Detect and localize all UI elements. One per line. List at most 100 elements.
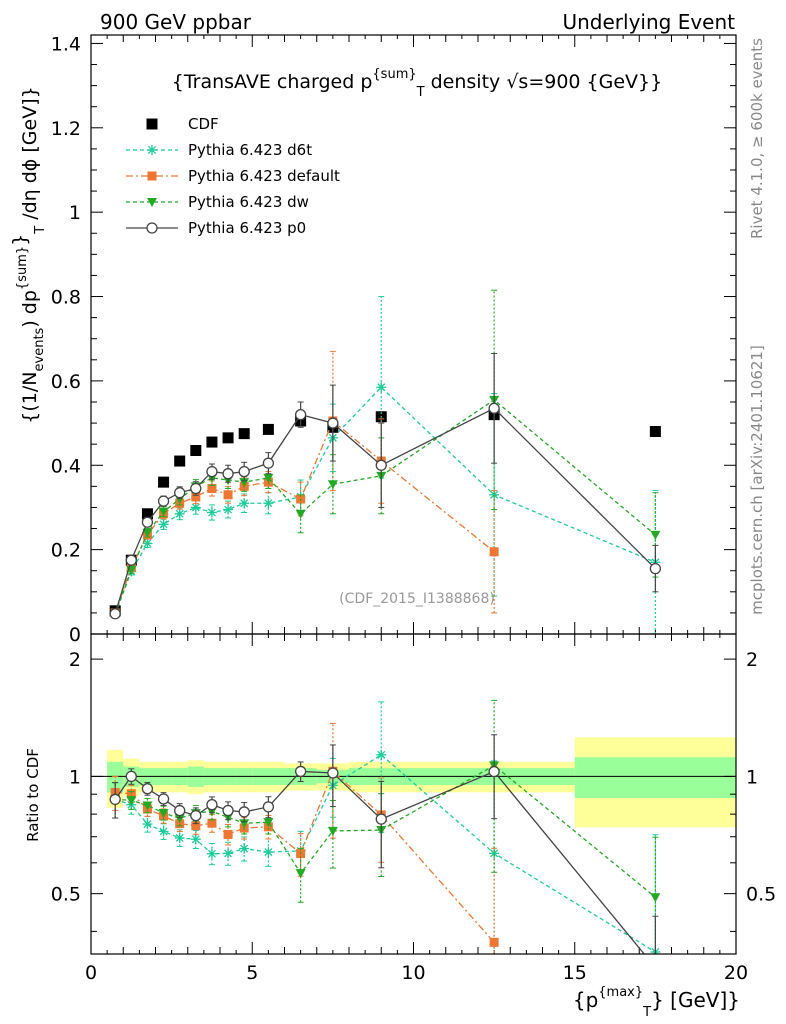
x-tick-label: 5 bbox=[246, 962, 258, 984]
data-point bbox=[158, 808, 169, 818]
data-point bbox=[488, 765, 500, 778]
data-point bbox=[376, 749, 387, 760]
legend-label: CDF bbox=[188, 115, 219, 133]
data-point bbox=[489, 489, 500, 500]
data-point bbox=[206, 798, 218, 811]
data-point bbox=[190, 445, 202, 457]
data-point bbox=[649, 426, 661, 438]
star-stroke bbox=[264, 499, 273, 508]
star-stroke bbox=[175, 833, 184, 842]
star-stroke bbox=[191, 835, 200, 844]
star-stroke bbox=[224, 849, 233, 858]
x-tick-label: 10 bbox=[401, 962, 425, 984]
data-point bbox=[223, 848, 234, 859]
data-point bbox=[158, 826, 169, 837]
star-stroke bbox=[224, 505, 233, 514]
data-point bbox=[141, 783, 154, 795]
data-point bbox=[190, 502, 201, 513]
data-point bbox=[125, 554, 137, 566]
y-tick-label: 0.2 bbox=[51, 540, 81, 562]
data-point bbox=[147, 145, 157, 155]
legend-label: Pythia 6.423 p0 bbox=[188, 219, 306, 237]
data-point bbox=[262, 801, 275, 813]
data-point bbox=[263, 818, 274, 828]
star-stroke bbox=[377, 383, 386, 392]
series-0 bbox=[109, 409, 661, 617]
data-point bbox=[207, 818, 217, 828]
star-stroke bbox=[159, 827, 168, 836]
y-tick-label: 1 bbox=[69, 202, 81, 224]
star-stroke bbox=[148, 146, 156, 154]
ratio-y-tick-label-right: 0.5 bbox=[746, 884, 776, 906]
star-stroke bbox=[264, 848, 273, 857]
data-point bbox=[222, 468, 234, 480]
data-point bbox=[294, 765, 307, 778]
data-point bbox=[262, 423, 274, 435]
data-point bbox=[239, 498, 250, 509]
x-axis-label: {p{max}T} [GeV]} bbox=[573, 985, 740, 1020]
data-point bbox=[157, 495, 170, 507]
data-point bbox=[263, 498, 274, 509]
data-point bbox=[206, 436, 218, 448]
star-stroke bbox=[191, 503, 200, 512]
data-point bbox=[327, 480, 338, 490]
star-stroke bbox=[377, 750, 386, 759]
data-point bbox=[126, 789, 136, 799]
main-series-layer bbox=[109, 289, 662, 635]
data-point bbox=[649, 562, 662, 575]
data-point bbox=[294, 408, 307, 421]
ratio-y-tick-label-right: 1 bbox=[746, 766, 758, 788]
data-point bbox=[126, 796, 137, 806]
ratio-axis-ticks: 0.5 0.51 12 20 5 10 15 20 bbox=[51, 634, 776, 984]
data-point bbox=[158, 519, 169, 530]
legend: CDF Pythia 6.423 d6t Pythia 6.423 default P… bbox=[126, 115, 340, 237]
data-point bbox=[263, 473, 274, 483]
data-point bbox=[142, 801, 153, 811]
data-point bbox=[141, 508, 153, 520]
data-point bbox=[489, 547, 499, 557]
data-point bbox=[375, 459, 387, 471]
series-4 bbox=[109, 352, 662, 620]
data-point bbox=[650, 893, 661, 903]
data-point bbox=[174, 508, 185, 519]
data-point bbox=[147, 198, 157, 207]
data-point bbox=[146, 118, 158, 130]
data-point bbox=[174, 832, 185, 843]
data-point bbox=[190, 809, 202, 822]
data-point bbox=[489, 848, 500, 859]
data-point bbox=[191, 821, 201, 831]
ratio-series-4 bbox=[109, 734, 659, 954]
data-point bbox=[263, 847, 274, 858]
data-point bbox=[327, 417, 339, 429]
ratio-y-tick-label-right: 2 bbox=[746, 649, 758, 671]
star-stroke bbox=[143, 539, 152, 548]
ratio-line bbox=[114, 770, 646, 954]
data-point bbox=[125, 770, 137, 783]
rivet-label: Rivet 4.1.0, ≥ 600k events bbox=[748, 38, 766, 239]
y-tick-label: 1.4 bbox=[51, 33, 81, 55]
header-right: Underlying Event bbox=[562, 10, 735, 34]
series-line bbox=[114, 419, 495, 614]
data-point bbox=[146, 222, 158, 234]
data-point bbox=[158, 507, 169, 517]
ratio-series-layer bbox=[109, 699, 661, 954]
star-stroke bbox=[143, 820, 152, 829]
legend-label: Pythia 6.423 dw bbox=[188, 193, 309, 211]
legend-label: Pythia 6.423 default bbox=[188, 167, 340, 185]
data-point bbox=[109, 608, 121, 620]
data-point bbox=[158, 476, 170, 488]
data-point bbox=[191, 492, 201, 502]
ratio-y-tick-label: 1 bbox=[69, 766, 81, 788]
y-tick-label: 0.4 bbox=[51, 455, 81, 477]
data-point bbox=[375, 813, 387, 825]
data-point bbox=[109, 793, 121, 806]
data-point bbox=[142, 528, 153, 538]
data-point bbox=[157, 793, 170, 805]
data-point bbox=[175, 819, 185, 829]
y-tick-label: 0 bbox=[69, 624, 81, 646]
band-inner bbox=[574, 757, 736, 799]
data-point bbox=[238, 465, 250, 478]
x-tick-label: 20 bbox=[724, 962, 748, 984]
data-point bbox=[295, 869, 306, 879]
